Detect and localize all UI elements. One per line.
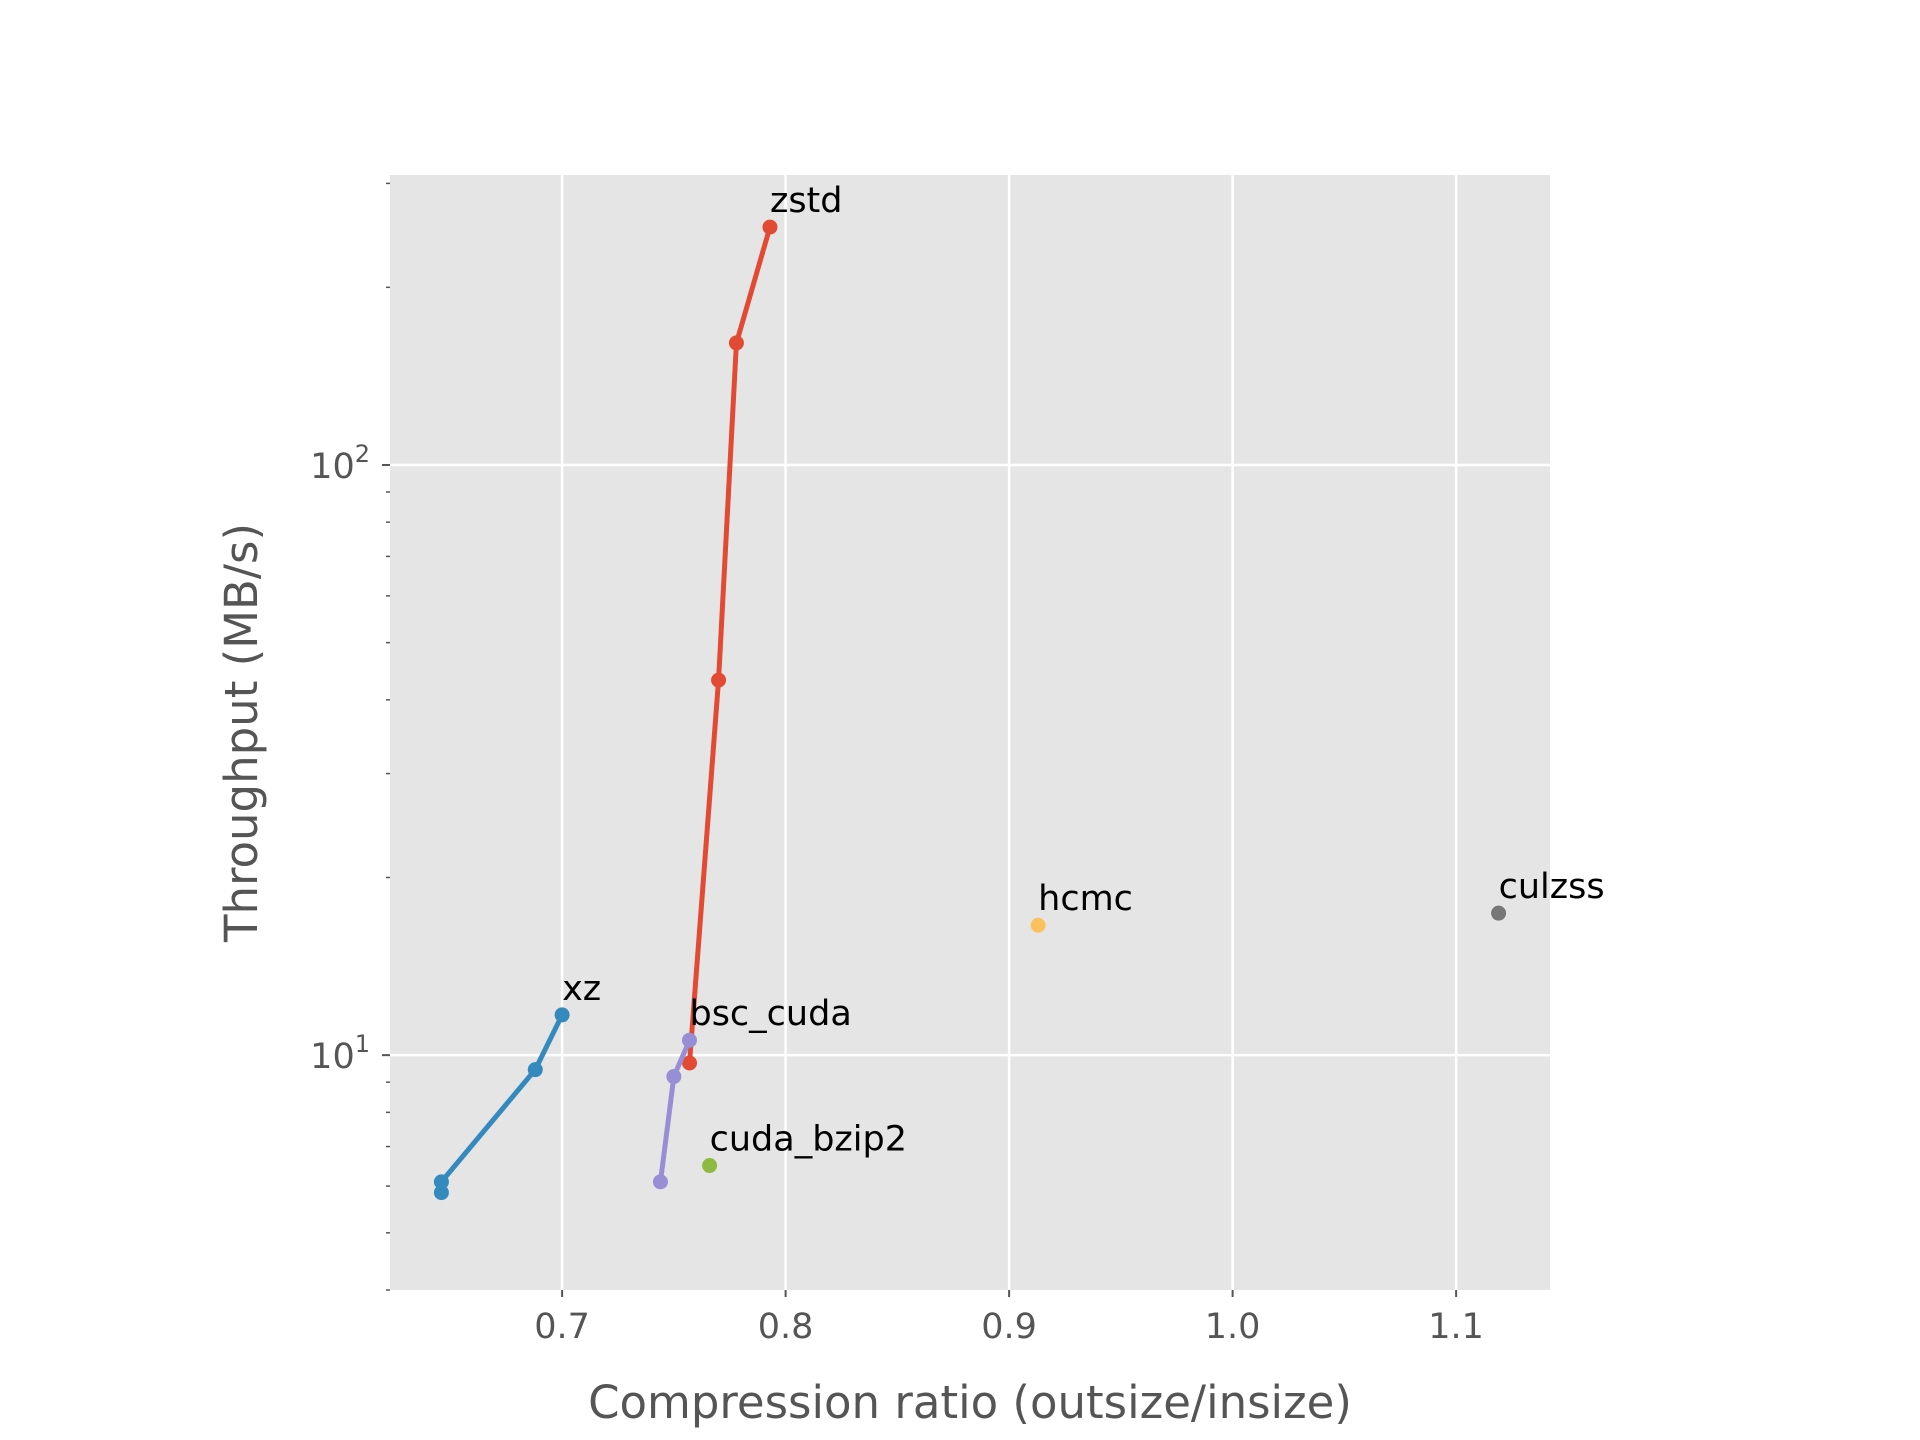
- data-point: [1030, 917, 1046, 933]
- series-bsc-cuda: bsc_cuda: [652, 994, 852, 1190]
- series-label: hcmc: [1038, 879, 1133, 919]
- series-line: [686, 224, 773, 1066]
- series-hcmc: hcmc: [1030, 879, 1133, 933]
- x-tick-label: 0.9: [981, 1307, 1037, 1347]
- series-label: bsc_cuda: [689, 994, 851, 1034]
- series-zstd: zstd: [681, 181, 843, 1071]
- y-tick-label: 102: [310, 440, 370, 487]
- series-layer: xz zstd bsc_cuda cuda_bzip2 hcmc culzss: [433, 181, 1605, 1201]
- data-point: [728, 335, 744, 351]
- x-tick-label: 1.1: [1428, 1307, 1484, 1347]
- series-culzss: culzss: [1491, 867, 1605, 921]
- series-label: zstd: [770, 181, 843, 221]
- data-point: [652, 1174, 668, 1190]
- axis-ticks: 0.7 0.8 0.9 1.0 1.1 101 102: [310, 182, 1484, 1347]
- series-xz: xz: [433, 969, 601, 1201]
- data-point: [554, 1007, 570, 1023]
- series-label: cuda_bzip2: [710, 1120, 907, 1160]
- y-axis-title: Throughput (MB/s): [215, 523, 268, 943]
- data-point: [527, 1062, 543, 1078]
- x-tick-label: 0.8: [758, 1307, 814, 1347]
- x-tick-label: 0.7: [534, 1307, 590, 1347]
- x-tick-label: 1.0: [1205, 1307, 1261, 1347]
- series-cuda-bzip2: cuda_bzip2: [702, 1120, 907, 1174]
- data-point: [433, 1174, 449, 1190]
- x-axis-title: Compression ratio (outsize/insize): [588, 1376, 1352, 1429]
- data-point: [762, 219, 778, 235]
- grid: [390, 175, 1550, 1290]
- data-point: [711, 672, 727, 688]
- data-point: [681, 1055, 697, 1071]
- data-point: [433, 1185, 449, 1201]
- data-point: [666, 1069, 682, 1085]
- plot-background: [390, 175, 1550, 1290]
- data-point: [702, 1158, 718, 1174]
- y-tick-label: 101: [310, 1030, 370, 1077]
- data-point: [681, 1032, 697, 1048]
- series-label: culzss: [1499, 867, 1605, 907]
- data-point: [1491, 905, 1507, 921]
- series-label: xz: [562, 969, 601, 1009]
